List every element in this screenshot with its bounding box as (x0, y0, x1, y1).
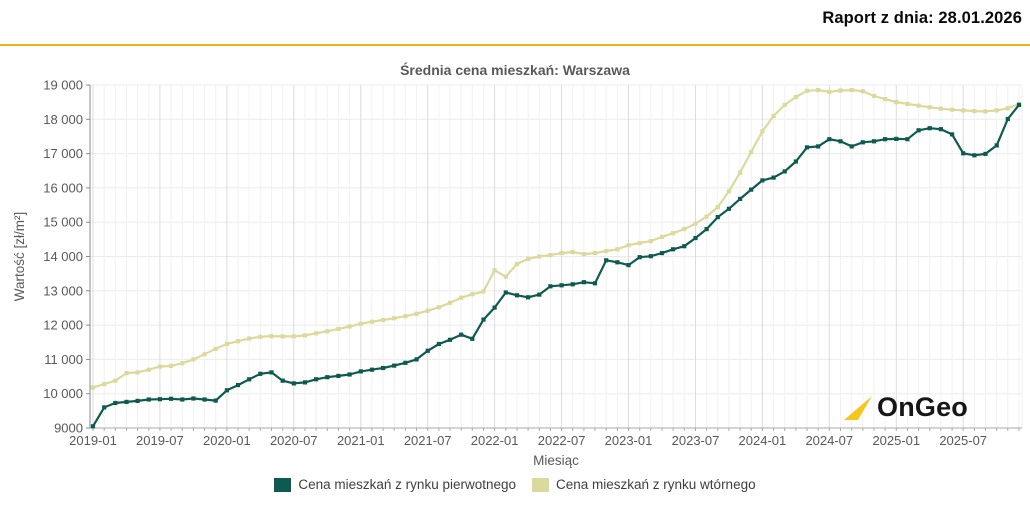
svg-text:2024-07: 2024-07 (805, 433, 853, 448)
svg-text:2019-07: 2019-07 (136, 433, 184, 448)
svg-text:9000: 9000 (54, 421, 83, 436)
svg-text:2020-07: 2020-07 (270, 433, 318, 448)
ongeo-logo-text: OnGeo (877, 392, 969, 422)
price-chart-canvas: 9000 10 000 11 000 12 000 13 000 14 000 15 000… (12, 78, 1023, 468)
svg-text:16 000: 16 000 (43, 180, 83, 195)
svg-text:2023-07: 2023-07 (672, 433, 720, 448)
svg-text:2020-01: 2020-01 (203, 433, 251, 448)
svg-text:2021-07: 2021-07 (404, 433, 452, 448)
chart-legend: Cena mieszkań z rynku pierwotnego Cena m… (0, 477, 1030, 492)
legend-item-primary: Cena mieszkań z rynku pierwotnego (274, 477, 516, 492)
svg-text:Wartość [zł/m²]: Wartość [zł/m²] (12, 212, 27, 302)
price-chart: 9000 10 000 11 000 12 000 13 000 14 000 15 000… (0, 78, 1030, 472)
svg-text:Miesiąc: Miesiąc (533, 453, 579, 468)
gold-divider (0, 44, 1030, 46)
svg-text:2019-01: 2019-01 (69, 433, 117, 448)
svg-text:2022-01: 2022-01 (471, 433, 519, 448)
svg-text:2025-07: 2025-07 (939, 433, 987, 448)
svg-text:10 000: 10 000 (43, 386, 83, 401)
legend-swatch-secondary (532, 477, 549, 492)
svg-text:14 000: 14 000 (43, 249, 83, 264)
legend-label-primary: Cena mieszkań z rynku pierwotnego (298, 477, 516, 492)
svg-text:13 000: 13 000 (43, 283, 83, 298)
report-header: Raport z dnia: 28.01.2026 (0, 9, 1022, 28)
svg-text:18 000: 18 000 (43, 112, 83, 127)
svg-text:15 000: 15 000 (43, 215, 83, 230)
report-date: Raport z dnia: 28.01.2026 (822, 9, 1022, 27)
chart-title: Średnia cena mieszkań: Warszawa (400, 62, 630, 78)
svg-text:2021-01: 2021-01 (337, 433, 385, 448)
svg-text:2022-07: 2022-07 (538, 433, 586, 448)
ongeo-triangle-icon (844, 396, 872, 420)
legend-swatch-primary (274, 477, 292, 492)
ongeo-logo: OnGeo (843, 394, 968, 421)
svg-text:19 000: 19 000 (43, 80, 83, 93)
svg-text:2023-01: 2023-01 (605, 433, 653, 448)
svg-text:2024-01: 2024-01 (739, 433, 787, 448)
svg-text:2025-01: 2025-01 (872, 433, 920, 448)
svg-text:11 000: 11 000 (44, 352, 83, 367)
legend-item-secondary: Cena mieszkań z rynku wtórnego (532, 477, 756, 492)
svg-text:12 000: 12 000 (43, 318, 83, 333)
legend-label-secondary: Cena mieszkań z rynku wtórnego (556, 477, 756, 492)
svg-text:17 000: 17 000 (43, 146, 83, 161)
